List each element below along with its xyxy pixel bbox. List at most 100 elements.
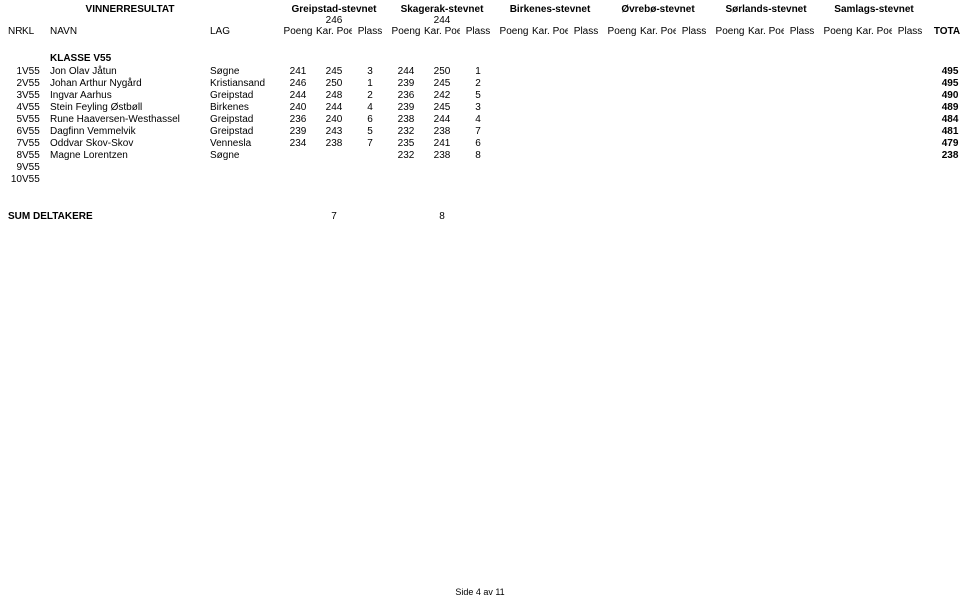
cell-poeng	[712, 89, 748, 101]
cell-plass	[568, 173, 604, 185]
cell-kar: 240	[316, 113, 352, 125]
cell-nr: 1	[8, 65, 22, 77]
cell-plass	[352, 173, 388, 185]
cell-total: 479	[928, 137, 960, 149]
cell-navn: Jon Olav Jåtun	[50, 65, 210, 77]
sum-val-1: 8	[388, 185, 496, 222]
cell-plass: 1	[460, 65, 496, 77]
cell-poeng	[820, 89, 856, 101]
cell-kl: V55	[22, 173, 50, 185]
cell-plass	[784, 77, 820, 89]
cell-poeng	[280, 173, 316, 185]
cell-poeng	[604, 125, 640, 137]
cell-poeng	[820, 149, 856, 161]
cell-kar	[532, 149, 568, 161]
cell-kar	[532, 113, 568, 125]
cell-plass	[568, 149, 604, 161]
cell-poeng	[496, 161, 532, 173]
cell-poeng	[604, 101, 640, 113]
cell-kar	[640, 113, 676, 125]
cell-kl: V55	[22, 89, 50, 101]
cell-plass	[892, 101, 928, 113]
event-top-5	[820, 15, 928, 26]
cell-navn: Magne Lorentzen	[50, 149, 210, 161]
cell-poeng: 234	[280, 137, 316, 149]
cell-poeng	[496, 101, 532, 113]
cell-poeng	[712, 113, 748, 125]
cell-poeng: 239	[280, 125, 316, 137]
cell-poeng	[280, 161, 316, 173]
cell-nr: 4	[8, 101, 22, 113]
cell-poeng: 244	[388, 65, 424, 77]
cell-kar	[532, 89, 568, 101]
cell-plass	[568, 77, 604, 89]
cell-kar	[748, 137, 784, 149]
cell-kar	[856, 173, 892, 185]
cell-kl: V55	[22, 101, 50, 113]
cell-total: 238	[928, 149, 960, 161]
cell-poeng	[820, 113, 856, 125]
cell-kl: V55	[22, 125, 50, 137]
cell-kar	[640, 101, 676, 113]
cell-total: 489	[928, 101, 960, 113]
cell-kar	[640, 65, 676, 77]
cell-poeng: 238	[388, 113, 424, 125]
cell-plass	[676, 125, 712, 137]
cell-navn: Stein Feyling Østbøll	[50, 101, 210, 113]
cell-poeng	[604, 137, 640, 149]
cell-navn: Dagfinn Vemmelvik	[50, 125, 210, 137]
cell-lag: Søgne	[210, 65, 280, 77]
cell-poeng	[820, 137, 856, 149]
cell-lag: Greipstad	[210, 89, 280, 101]
cell-poeng	[496, 65, 532, 77]
column-header-row: NR KL NAVN LAG Poeng Kar. Poeng Plass Po…	[8, 26, 960, 37]
cell-kar: 244	[424, 113, 460, 125]
cell-plass	[460, 173, 496, 185]
event-top-2	[496, 15, 604, 26]
cell-plass	[784, 149, 820, 161]
cell-plass	[676, 137, 712, 149]
cell-total: 495	[928, 65, 960, 77]
cell-plass	[568, 137, 604, 149]
event-name-1: Skagerak-stevnet	[388, 4, 496, 15]
col-plass: Plass	[352, 26, 388, 37]
cell-kar	[640, 149, 676, 161]
cell-poeng	[496, 173, 532, 185]
cell-plass: 7	[460, 125, 496, 137]
cell-total	[928, 161, 960, 173]
cell-kar	[856, 125, 892, 137]
cell-plass	[676, 77, 712, 89]
cell-plass	[568, 113, 604, 125]
cell-plass	[568, 161, 604, 173]
cell-poeng: 236	[280, 113, 316, 125]
cell-plass: 5	[352, 125, 388, 137]
cell-plass	[892, 125, 928, 137]
cell-poeng	[712, 77, 748, 89]
event-name-4: Sørlands-stevnet	[712, 4, 820, 15]
cell-poeng	[820, 173, 856, 185]
cell-poeng	[496, 137, 532, 149]
cell-plass: 6	[460, 137, 496, 149]
cell-total	[928, 173, 960, 185]
table-row: 9V55#NUM!	[8, 161, 960, 173]
cell-poeng	[604, 149, 640, 161]
cell-lag: Kristiansand	[210, 77, 280, 89]
cell-poeng: 235	[388, 137, 424, 149]
cell-plass: 2	[352, 89, 388, 101]
cell-plass	[784, 161, 820, 173]
cell-poeng	[712, 149, 748, 161]
cell-plass	[784, 173, 820, 185]
cell-kl: V55	[22, 137, 50, 149]
cell-poeng	[604, 77, 640, 89]
cell-kar	[748, 173, 784, 185]
cell-plass	[784, 89, 820, 101]
cell-poeng: 240	[280, 101, 316, 113]
cell-poeng	[604, 65, 640, 77]
event-top-1: 244	[388, 15, 496, 26]
vinnerresultat-label: VINNERRESULTAT	[50, 4, 210, 15]
cell-lag: Birkenes	[210, 101, 280, 113]
table-row: 6V55Dagfinn VemmelvikGreipstad2392435232…	[8, 125, 960, 137]
cell-lag: Vennesla	[210, 137, 280, 149]
cell-plass: 6	[352, 113, 388, 125]
cell-kar: 242	[424, 89, 460, 101]
